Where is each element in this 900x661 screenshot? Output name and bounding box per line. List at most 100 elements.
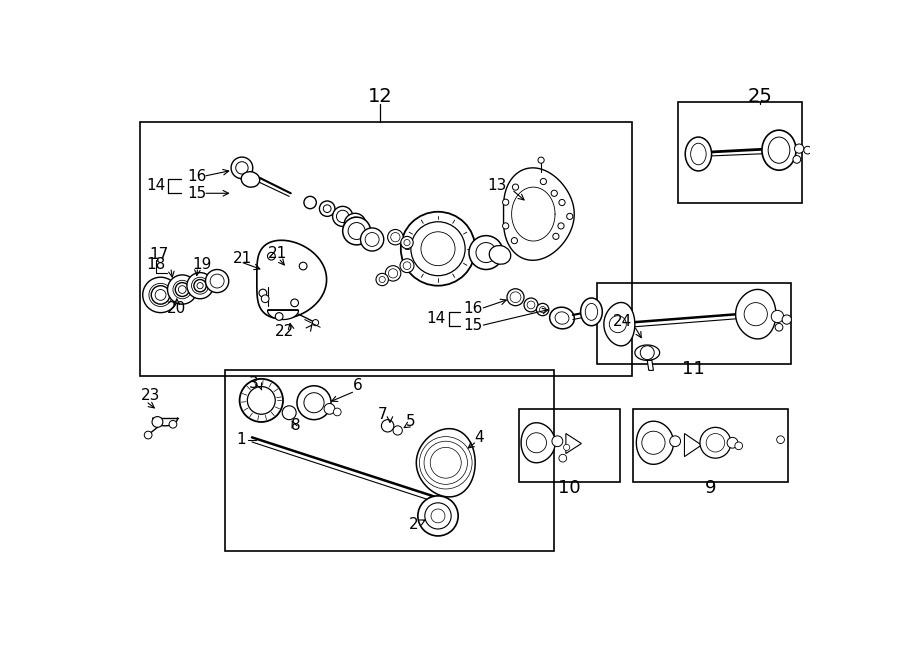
Text: 8: 8 xyxy=(291,418,301,434)
Circle shape xyxy=(297,386,331,420)
Circle shape xyxy=(376,274,389,286)
Circle shape xyxy=(804,146,812,154)
Text: 13: 13 xyxy=(487,178,506,193)
Text: 14: 14 xyxy=(427,311,446,325)
Circle shape xyxy=(526,433,546,453)
Text: 18: 18 xyxy=(146,256,166,272)
Text: 20: 20 xyxy=(167,301,186,316)
Circle shape xyxy=(389,269,398,278)
Bar xyxy=(140,122,632,375)
Circle shape xyxy=(194,280,206,292)
Ellipse shape xyxy=(690,143,707,165)
Text: 24: 24 xyxy=(613,315,632,329)
Circle shape xyxy=(152,416,163,428)
Circle shape xyxy=(283,406,296,420)
Polygon shape xyxy=(256,241,327,319)
Circle shape xyxy=(734,442,742,449)
Ellipse shape xyxy=(236,162,248,174)
Circle shape xyxy=(365,233,379,247)
Circle shape xyxy=(348,217,362,231)
Circle shape xyxy=(640,346,654,360)
Circle shape xyxy=(795,144,804,153)
Circle shape xyxy=(524,298,538,312)
Circle shape xyxy=(511,237,517,244)
Circle shape xyxy=(343,217,371,245)
Circle shape xyxy=(559,200,565,206)
Circle shape xyxy=(782,315,791,324)
Circle shape xyxy=(706,434,724,452)
Circle shape xyxy=(418,496,458,536)
Circle shape xyxy=(775,323,783,331)
Circle shape xyxy=(553,233,559,239)
Circle shape xyxy=(205,270,229,293)
Circle shape xyxy=(291,299,299,307)
Circle shape xyxy=(609,316,626,332)
Text: 19: 19 xyxy=(193,256,212,272)
Text: 5: 5 xyxy=(405,414,415,430)
Text: 1: 1 xyxy=(236,432,246,447)
Polygon shape xyxy=(685,434,701,457)
Circle shape xyxy=(333,206,353,226)
Circle shape xyxy=(502,223,508,229)
Circle shape xyxy=(248,387,275,414)
Circle shape xyxy=(178,286,186,293)
Circle shape xyxy=(700,428,731,458)
Text: 9: 9 xyxy=(705,479,716,497)
Circle shape xyxy=(167,275,197,304)
Circle shape xyxy=(403,262,411,270)
Circle shape xyxy=(404,239,410,246)
Circle shape xyxy=(239,379,283,422)
Circle shape xyxy=(300,262,307,270)
Circle shape xyxy=(793,155,801,163)
Circle shape xyxy=(197,283,203,289)
Text: 7: 7 xyxy=(378,407,388,422)
Circle shape xyxy=(551,190,557,196)
Polygon shape xyxy=(647,360,653,370)
Ellipse shape xyxy=(490,245,511,264)
Bar xyxy=(225,370,554,551)
Circle shape xyxy=(744,303,768,326)
Ellipse shape xyxy=(469,235,503,270)
Circle shape xyxy=(143,277,178,313)
Circle shape xyxy=(502,199,508,206)
Circle shape xyxy=(379,276,385,283)
Circle shape xyxy=(510,292,521,303)
Circle shape xyxy=(267,253,275,260)
Circle shape xyxy=(431,509,445,523)
Text: 11: 11 xyxy=(682,360,705,378)
Polygon shape xyxy=(566,434,581,453)
Polygon shape xyxy=(735,290,776,339)
Circle shape xyxy=(259,289,266,297)
Circle shape xyxy=(348,223,365,239)
Bar xyxy=(679,102,802,202)
Circle shape xyxy=(400,237,413,249)
Text: 12: 12 xyxy=(367,87,392,106)
Circle shape xyxy=(563,444,570,450)
Circle shape xyxy=(333,408,341,416)
Text: 2: 2 xyxy=(409,517,419,532)
Bar xyxy=(597,284,790,364)
Circle shape xyxy=(512,184,518,190)
Circle shape xyxy=(320,201,335,216)
Circle shape xyxy=(567,214,573,219)
Circle shape xyxy=(344,214,366,235)
Text: 16: 16 xyxy=(188,169,207,184)
Text: 17: 17 xyxy=(148,247,168,262)
Text: 21: 21 xyxy=(232,251,252,266)
Text: 23: 23 xyxy=(141,387,160,403)
Text: 21: 21 xyxy=(267,246,287,261)
Circle shape xyxy=(425,503,451,529)
Circle shape xyxy=(275,313,283,321)
Circle shape xyxy=(337,210,349,223)
Circle shape xyxy=(187,272,213,299)
Circle shape xyxy=(552,436,562,447)
Circle shape xyxy=(382,420,394,432)
Text: 14: 14 xyxy=(146,178,166,193)
Ellipse shape xyxy=(555,312,569,324)
Circle shape xyxy=(361,228,383,251)
Ellipse shape xyxy=(550,307,574,329)
Circle shape xyxy=(176,283,189,297)
Text: 3: 3 xyxy=(248,376,258,391)
Text: 6: 6 xyxy=(353,378,363,393)
Circle shape xyxy=(385,266,400,281)
